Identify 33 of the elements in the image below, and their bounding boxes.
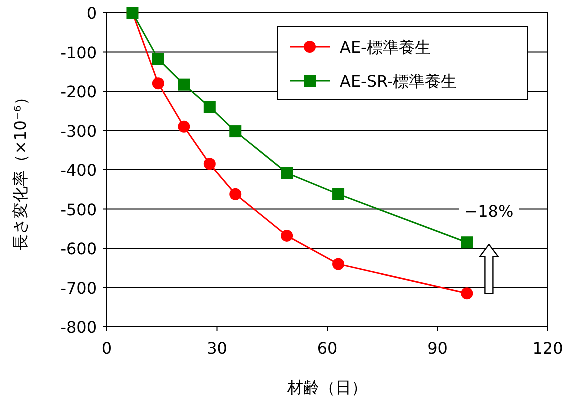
- x-axis-title: 材齢（日）: [286, 378, 368, 397]
- point: [230, 126, 242, 138]
- point: [281, 167, 294, 180]
- point: [204, 158, 216, 170]
- legend-label: AE-SR-標準養生: [340, 72, 458, 91]
- y-tick-label: -100: [60, 43, 97, 62]
- x-tick-label: 30: [207, 339, 228, 358]
- x-tick-label: 60: [317, 339, 338, 358]
- x-tick-label: 120: [532, 339, 564, 358]
- y-tick-label: -300: [60, 122, 97, 141]
- point: [204, 101, 216, 114]
- point: [152, 53, 164, 66]
- y-tick-label: -600: [60, 240, 97, 258]
- point: [461, 288, 474, 300]
- x-tick-label: 0: [102, 339, 112, 358]
- y-tick-label: -500: [60, 200, 97, 220]
- point: [332, 258, 345, 270]
- point: [230, 188, 242, 200]
- point: [152, 78, 164, 90]
- point: [332, 188, 345, 200]
- y-axis-title: 長さ変化率（×10⁻⁶）: [11, 90, 30, 250]
- x-tick-label: 90: [428, 339, 448, 358]
- point: [461, 236, 474, 249]
- y-tick-label: -800: [60, 318, 97, 337]
- y-tick-label: -200: [60, 82, 97, 102]
- point: [178, 78, 190, 91]
- annotation: −18%: [464, 202, 514, 222]
- legend-label: AE-標準養生: [340, 38, 431, 57]
- y-tick-label: -700: [60, 278, 97, 298]
- y-tick-label: -400: [60, 161, 97, 180]
- point: [178, 120, 190, 133]
- y-tick-label: 0: [86, 4, 97, 23]
- point: [281, 230, 294, 242]
